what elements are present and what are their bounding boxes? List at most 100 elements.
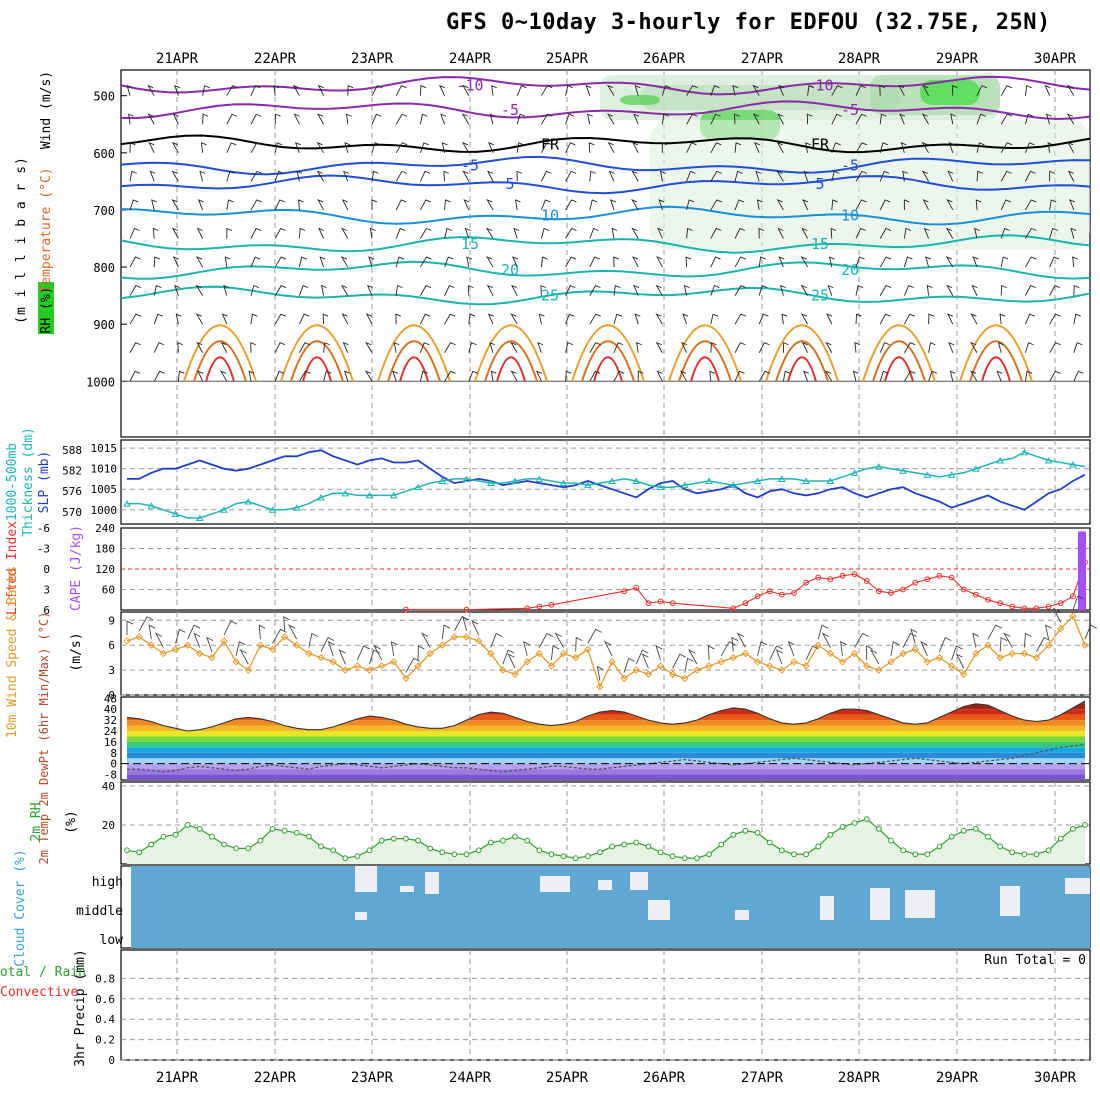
wind-barb xyxy=(250,85,261,96)
wind-barb xyxy=(316,113,324,125)
rh-point xyxy=(257,837,264,844)
wind-barb xyxy=(223,284,230,296)
wind-barb xyxy=(734,313,747,325)
wind-barb xyxy=(948,142,955,153)
wind-barb xyxy=(250,170,263,182)
wind-barb xyxy=(831,85,843,96)
wind-barb xyxy=(589,170,596,182)
wind-barb xyxy=(976,85,987,96)
wind-barb xyxy=(852,370,859,382)
lifted-index-tick-label: -3 xyxy=(37,543,50,556)
wind-barb xyxy=(661,113,669,125)
wind-barb xyxy=(510,370,518,382)
wind-barb xyxy=(855,285,864,296)
wind-speed-point xyxy=(802,662,810,670)
thermal-contour xyxy=(787,356,817,382)
wind-barb xyxy=(925,256,932,268)
wind-speed-point xyxy=(778,666,786,674)
rh-point xyxy=(924,851,931,858)
rh-point xyxy=(1033,851,1040,858)
lifted-index-tick-label: 3 xyxy=(43,584,50,597)
wind-speed-point xyxy=(220,637,228,645)
bottom-date-label: 29APR xyxy=(936,1070,979,1086)
surface-wind-barb xyxy=(507,653,516,669)
wind-barb xyxy=(589,342,601,353)
wind-barb xyxy=(805,142,811,153)
wind-barb xyxy=(177,342,183,353)
wind-barb xyxy=(486,284,494,296)
cloud-bar xyxy=(1065,878,1090,894)
upper-units-label: (m i l l i b a r s) xyxy=(14,156,29,324)
wind-speed-point xyxy=(438,641,446,649)
wind-barb xyxy=(371,113,382,125)
wind-barb xyxy=(395,199,407,211)
isotherm-label: 25 xyxy=(811,287,829,305)
surface-wind-barb xyxy=(390,641,398,656)
wind-barb xyxy=(250,113,262,125)
rh-point xyxy=(997,843,1004,850)
surface-wind-barb xyxy=(920,640,928,656)
wind-barb xyxy=(1000,199,1011,211)
lifted-index-point xyxy=(742,600,749,607)
rh-point xyxy=(621,841,628,848)
wind-speed-point xyxy=(826,649,835,658)
wind-barb xyxy=(970,370,978,382)
thickness-point xyxy=(705,477,713,484)
wind-barb xyxy=(802,199,809,211)
thickness-point xyxy=(608,477,616,484)
wind-barb xyxy=(153,313,163,325)
wind-barb xyxy=(758,256,766,268)
thickness-point xyxy=(365,491,374,499)
wind-speed-point xyxy=(280,633,289,641)
wind-speed-point xyxy=(390,658,398,666)
lifted-index-tick-label: 0 xyxy=(43,563,50,576)
wind-barb xyxy=(855,170,868,182)
wind-barb xyxy=(946,199,954,211)
wind-axis-label: Wind (m/s) xyxy=(39,71,54,149)
wind-barb xyxy=(589,256,600,268)
surface-wind-barb xyxy=(972,632,980,648)
top-date-label: 26APR xyxy=(643,51,686,67)
wind-barb xyxy=(128,113,134,125)
wind-barb xyxy=(1044,84,1051,96)
wind-barb xyxy=(777,227,784,239)
wind-barb xyxy=(776,199,784,211)
wind-speed-point xyxy=(632,666,641,674)
wind-barb xyxy=(1066,113,1075,125)
precip-tick-label: 0 xyxy=(108,1054,115,1067)
surface-wind-barb xyxy=(775,649,783,665)
wind-barb xyxy=(710,227,722,239)
wind-barb xyxy=(855,227,866,239)
temp-tick-label: 32 xyxy=(104,714,117,727)
wind-barb xyxy=(298,285,309,296)
wind-barb xyxy=(274,142,283,153)
temp-tick-label: 40 xyxy=(104,703,117,716)
wind-barb xyxy=(969,341,978,353)
isotherm-label: 25 xyxy=(541,287,559,305)
wind-barb xyxy=(800,313,808,325)
surface-wind-barb xyxy=(502,649,515,665)
wind-barb xyxy=(419,142,430,153)
wind-speed-point xyxy=(996,653,1004,662)
surface-wind-barb xyxy=(441,624,451,640)
wind-barb xyxy=(637,370,644,382)
wind-barb xyxy=(947,313,954,325)
rh-point xyxy=(900,847,907,854)
wind-barb xyxy=(365,313,373,325)
thickness-point xyxy=(680,481,689,489)
wind-speed-point xyxy=(935,653,944,662)
wind-barb xyxy=(1049,227,1058,239)
wind-barb xyxy=(463,199,470,211)
rh-point xyxy=(827,831,834,838)
wind-barb xyxy=(511,256,519,268)
rh-point xyxy=(245,845,252,852)
rh-point xyxy=(536,847,543,854)
wind-barb xyxy=(778,256,785,268)
wind-speed-point xyxy=(365,666,374,674)
thickness-point xyxy=(826,477,835,484)
wind-barb xyxy=(371,170,379,182)
wind-barb xyxy=(1049,170,1055,182)
lifted-index-point xyxy=(863,578,870,584)
rh-point xyxy=(160,833,167,840)
wind-tick-label: 0 xyxy=(108,689,115,702)
